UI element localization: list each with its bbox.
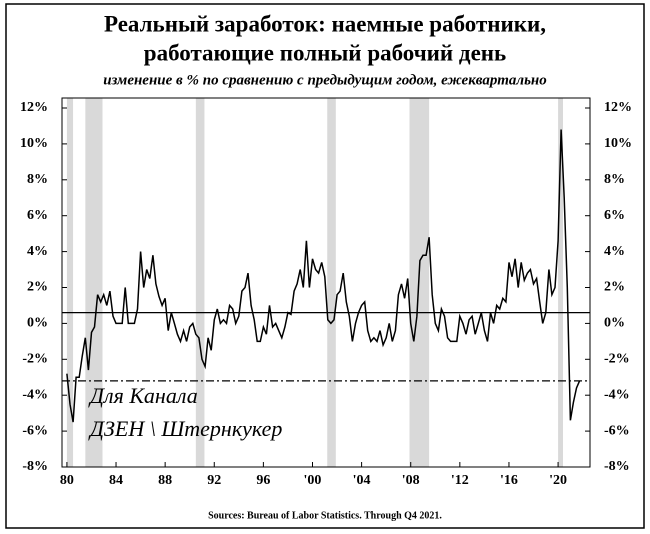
watermark: Для Канала xyxy=(88,383,198,408)
x-tick-label: 84 xyxy=(109,473,123,488)
chart-title: работающие полный рабочий день xyxy=(144,40,506,65)
y-tick-label: -4% xyxy=(22,387,48,402)
recession-band xyxy=(85,98,103,467)
recession-band xyxy=(558,98,563,467)
source: Sources: Bureau of Labor Statistics. Thr… xyxy=(208,510,442,521)
x-tick-label: '20 xyxy=(549,473,567,488)
y-tick-label: 12% xyxy=(20,100,48,115)
y2-tick-label: 8% xyxy=(604,172,625,187)
watermark: ДЗЕН \ Штернкукер xyxy=(88,416,282,441)
y-tick-label: -6% xyxy=(22,423,48,438)
y2-tick-label: 6% xyxy=(604,208,625,223)
x-tick-label: '04 xyxy=(353,473,371,488)
recession-band xyxy=(195,98,205,467)
data-line xyxy=(66,129,581,423)
x-tick-label: 80 xyxy=(60,473,74,488)
y-tick-label: -2% xyxy=(22,352,48,367)
y-tick-label: 2% xyxy=(27,280,48,295)
outer-frame xyxy=(5,3,645,529)
recession-band xyxy=(66,98,74,467)
y-tick-label: 0% xyxy=(27,316,48,331)
y2-tick-label: -2% xyxy=(604,352,630,367)
chart-subtitle: изменение в % по сравнению с предыдущим … xyxy=(103,72,547,88)
y2-tick-label: 2% xyxy=(604,280,625,295)
x-tick-label: 92 xyxy=(207,473,221,488)
x-tick-label: '16 xyxy=(500,473,518,488)
y2-tick-label: -8% xyxy=(604,459,630,474)
y2-tick-label: 10% xyxy=(604,136,632,151)
plot-frame xyxy=(61,97,591,468)
y2-tick-label: -6% xyxy=(604,423,630,438)
y-tick-label: 8% xyxy=(27,172,48,187)
x-tick-label: 96 xyxy=(256,473,270,488)
y-tick-label: 6% xyxy=(27,208,48,223)
y2-tick-label: 0% xyxy=(604,316,625,331)
chart-title: Реальный заработок: наемные работники, xyxy=(104,11,546,36)
x-tick-label: 88 xyxy=(158,473,172,488)
y2-tick-label: 4% xyxy=(604,244,625,259)
x-tick-label: '00 xyxy=(304,473,322,488)
recession-band xyxy=(327,98,336,467)
y-tick-label: 4% xyxy=(27,244,48,259)
y2-tick-label: -4% xyxy=(604,387,630,402)
x-tick-label: '08 xyxy=(402,473,420,488)
x-tick-label: '12 xyxy=(451,473,469,488)
plot-area: -8% -8% -6% -6% -4% -4% -2% -2% 0% 0% 2% 2% 4% 4% 6% 6%… xyxy=(20,97,632,488)
y-tick-label: -8% xyxy=(22,459,48,474)
y2-tick-label: 12% xyxy=(604,100,632,115)
y-tick-label: 10% xyxy=(20,136,48,151)
